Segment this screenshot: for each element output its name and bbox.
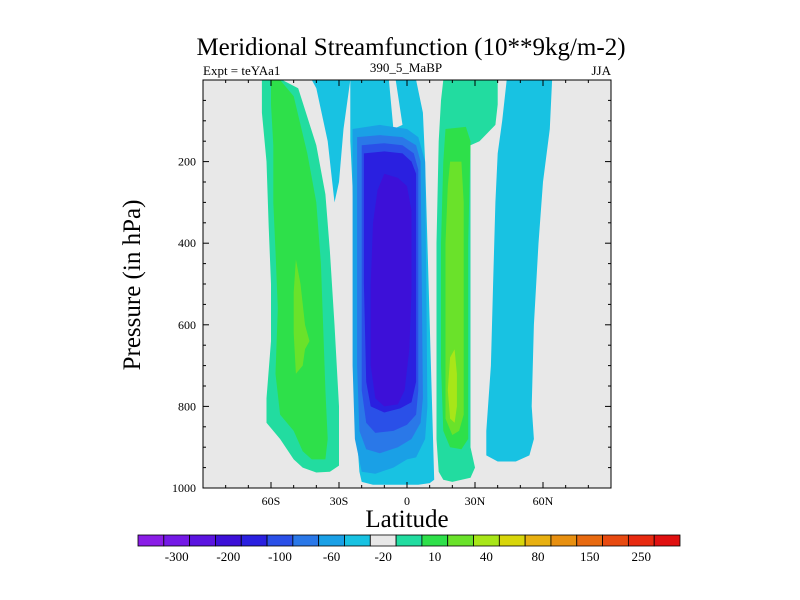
contour-region-nh-extratropical-cell <box>486 80 553 462</box>
contour-regions <box>261 80 553 485</box>
y-axis-ticks: 200 400 600 800 1000 <box>172 99 611 495</box>
colorbar-swatch <box>292 534 320 547</box>
colorbar-label: 10 <box>428 549 441 564</box>
contour-region-sh-extratropical-core <box>271 80 328 460</box>
colorbar-label: -60 <box>323 549 340 564</box>
contour-region-sh-extratropical-peak <box>293 259 310 374</box>
colorbar-label: -20 <box>375 549 392 564</box>
colorbar-swatch <box>137 534 165 547</box>
colorbar-swatch <box>473 534 500 547</box>
chart-title: Meridional Streamfunction (10**9kg/m-2) <box>196 34 625 61</box>
colorbar-swatch <box>215 534 242 547</box>
colorbar: -300 -200 -100 -60 -20 10 40 80 150 250 <box>137 534 681 564</box>
colorbar-swatch <box>369 534 397 547</box>
x-tick-label: 30S <box>330 494 349 508</box>
x-tick-label: 60N <box>533 494 554 508</box>
colorbar-swatch <box>447 534 474 547</box>
colorbar-swatch <box>653 534 681 547</box>
y-axis-title: Pressure (in hPa) <box>119 200 146 371</box>
colorbar-swatch <box>344 534 371 547</box>
colorbar-swatch <box>524 534 552 547</box>
experiment-label: Expt = teYAa1 <box>203 63 280 78</box>
colorbar-swatch <box>498 534 526 547</box>
x-tick-label: 0 <box>404 494 410 508</box>
colorbar-swatch <box>576 534 603 547</box>
colorbar-label: -200 <box>216 549 240 564</box>
colorbar-swatch <box>395 534 423 547</box>
colorbar-swatch <box>318 534 345 547</box>
colorbar-label: 150 <box>580 549 600 564</box>
colorbar-label: -300 <box>165 549 189 564</box>
colorbar-swatch <box>163 534 191 547</box>
season-label: JJA <box>591 63 611 78</box>
colorbar-swatch <box>421 534 449 547</box>
y-tick-label: 400 <box>178 236 196 250</box>
colorbar-swatch <box>189 534 216 547</box>
colorbar-swatch <box>550 534 578 547</box>
colorbar-label: 80 <box>532 549 545 564</box>
contour-region-hadley-cell-core <box>370 173 412 407</box>
colorbar-swatch <box>266 534 294 547</box>
colorbar-swatch <box>240 534 268 547</box>
y-tick-label: 200 <box>178 155 196 169</box>
colorbar-label: 40 <box>480 549 493 564</box>
x-axis-ticks: 60S 30S 0 30N 60N <box>225 80 589 508</box>
x-axis-title: Latitude <box>365 506 448 533</box>
colorbar-label: -100 <box>268 549 292 564</box>
y-tick-label: 600 <box>178 318 196 332</box>
colorbar-swatch <box>627 534 655 547</box>
contour-region-nh-cell-peak <box>447 349 457 423</box>
colorbar-label: 250 <box>632 549 652 564</box>
colorbar-swatch <box>602 534 629 547</box>
y-tick-label: 1000 <box>172 481 196 495</box>
y-tick-label: 800 <box>178 399 196 413</box>
period-label: 390_5_MaBP <box>370 60 442 75</box>
x-tick-label: 30N <box>465 494 486 508</box>
x-tick-label: 60S <box>262 494 281 508</box>
